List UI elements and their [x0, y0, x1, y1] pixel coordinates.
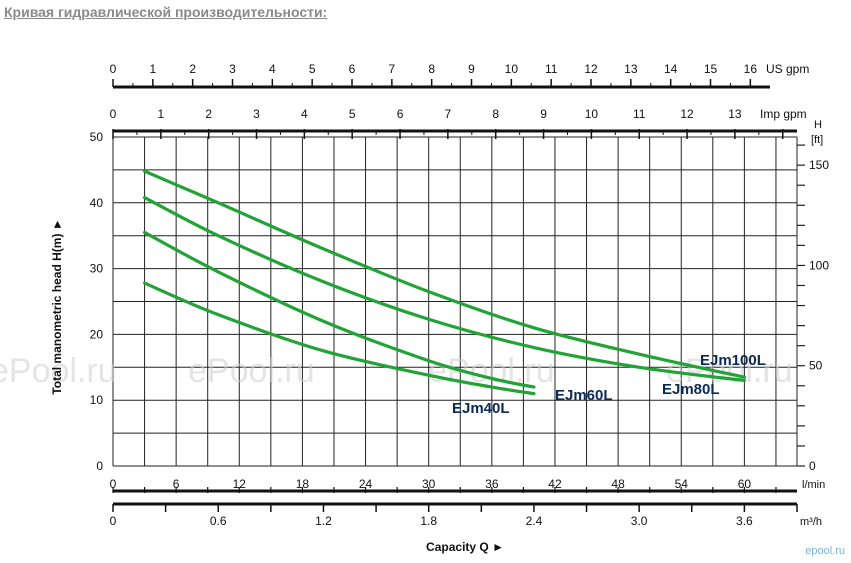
usgpm-tick-label: 9: [468, 62, 475, 76]
impgpm-unit-label: Imp gpm: [760, 107, 807, 121]
page-heading: Кривая гидравлической производительности…: [4, 4, 328, 20]
impgpm-tick-label: 9: [540, 107, 547, 121]
series-line-ejm100l: [142, 169, 746, 379]
series-line-ejm80l: [142, 195, 746, 383]
lmin-tick-label: 18: [296, 477, 310, 491]
y-tick-label: 50: [90, 130, 104, 144]
usgpm-tick-label: 15: [704, 62, 718, 76]
series-label-ejm60l: EJm60L: [555, 387, 613, 404]
m3h-tick-label: 2.4: [526, 514, 543, 528]
impgpm-tick-label: 1: [157, 107, 164, 121]
lmin-tick-label: 6: [173, 477, 180, 491]
impgpm-tick-label: 13: [728, 107, 742, 121]
watermark-text: ePool.ru: [0, 352, 117, 390]
lmin-tick-label: 60: [738, 477, 752, 491]
y-tick-label: 40: [90, 196, 104, 210]
m3h-unit-label: m³/h: [800, 516, 822, 528]
usgpm-tick-label: 14: [664, 62, 678, 76]
usgpm-tick-label: 2: [189, 62, 196, 76]
usgpm-tick-label: 13: [624, 62, 638, 76]
usgpm-tick-label: 10: [505, 62, 519, 76]
ft-tick-label: 50: [809, 359, 823, 373]
ft-axis-label-top: H: [814, 119, 822, 131]
watermark-text: ePool.ru: [666, 352, 793, 390]
ft-tick-label: 150: [809, 158, 829, 172]
y-tick-label: 10: [90, 393, 104, 407]
x-axis-title: Capacity Q ►: [426, 540, 504, 554]
series-line-ejm60l: [142, 230, 536, 389]
lmin-tick-label: 12: [233, 477, 247, 491]
lmin-tick-label: 36: [485, 477, 499, 491]
m3h-tick-label: 3.0: [631, 514, 648, 528]
lmin-tick-label: 24: [359, 477, 373, 491]
usgpm-tick-label: 16: [744, 62, 758, 76]
watermark-text: ePool.ru: [428, 352, 555, 390]
usgpm-tick-label: 0: [110, 62, 117, 76]
usgpm-unit-label: US gpm: [766, 62, 809, 76]
impgpm-tick-label: 7: [445, 107, 452, 121]
impgpm-tick-label: 0: [110, 107, 117, 121]
y-axis-title: Total manometric head H(m) ►: [50, 218, 64, 394]
ft-tick-label: 0: [809, 459, 816, 473]
m3h-tick-label: 1.2: [315, 514, 332, 528]
usgpm-tick-label: 11: [545, 62, 558, 76]
usgpm-tick-label: 8: [428, 62, 435, 76]
impgpm-tick-label: 11: [633, 107, 646, 121]
impgpm-tick-label: 8: [492, 107, 499, 121]
usgpm-tick-label: 7: [388, 62, 395, 76]
m3h-tick-label: 1.8: [420, 514, 437, 528]
ft-tick-label: 100: [809, 258, 829, 272]
impgpm-tick-label: 3: [253, 107, 260, 121]
series-label-ejm80l: EJm80L: [662, 381, 720, 398]
y-tick-label: 0: [96, 459, 103, 473]
usgpm-tick-label: 1: [149, 62, 156, 76]
m3h-tick-label: 3.6: [736, 514, 753, 528]
brand-logo: epool.ru: [805, 545, 845, 557]
lmin-tick-label: 30: [422, 477, 436, 491]
impgpm-tick-label: 6: [397, 107, 404, 121]
series-label-ejm40l: EJm40L: [452, 400, 510, 417]
series-label-ejm100l: EJm100L: [700, 352, 766, 369]
impgpm-tick-label: 12: [680, 107, 694, 121]
usgpm-tick-label: 4: [269, 62, 276, 76]
usgpm-tick-label: 6: [349, 62, 356, 76]
impgpm-tick-label: 5: [349, 107, 356, 121]
impgpm-tick-label: 10: [585, 107, 599, 121]
usgpm-tick-label: 5: [309, 62, 316, 76]
lmin-tick-label: 42: [548, 477, 562, 491]
y-tick-label: 30: [90, 262, 104, 276]
y-tick-label: 20: [90, 327, 104, 341]
impgpm-tick-label: 4: [301, 107, 308, 121]
m3h-tick-label: 0.6: [210, 514, 227, 528]
impgpm-tick-label: 2: [205, 107, 212, 121]
watermark-text: ePool.ru: [188, 352, 315, 390]
lmin-tick-label: 48: [611, 477, 625, 491]
lmin-unit-label: l/min: [802, 479, 825, 491]
series-line-ejm40l: [142, 281, 536, 396]
m3h-tick-label: 0: [110, 514, 117, 528]
usgpm-tick-label: 12: [584, 62, 598, 76]
usgpm-tick-label: 3: [229, 62, 236, 76]
ft-axis-unit: [ft]: [811, 134, 823, 146]
lmin-tick-label: 0: [110, 477, 117, 491]
lmin-tick-label: 54: [675, 477, 689, 491]
